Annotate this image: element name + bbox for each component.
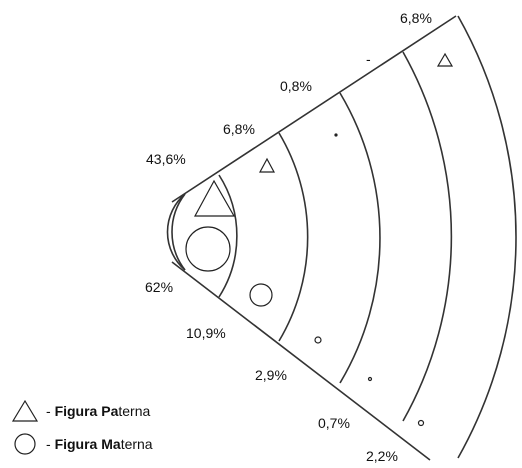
maternal-label-gen2: 10,9% [186,325,226,341]
triangle-icon [11,399,39,422]
legend-paternal: - Figura Pa terna [10,399,150,423]
paternal-label-gen1: 43,6% [146,151,186,167]
circle-icon [314,336,322,344]
triangle-icon [193,179,236,217]
lower-ray [171,261,431,461]
paternal-label-gen5: 6,8% [400,10,432,26]
arc-inner [166,193,186,271]
triangle-icon [436,52,454,67]
arc-1 [171,193,186,271]
circle-icon [185,226,231,272]
arc-6 [457,15,517,459]
circle-icon [417,419,425,427]
dot-icon [334,133,338,137]
circle-icon [249,283,273,307]
circle-icon [367,376,373,382]
maternal-label-gen4: 0,7% [318,415,350,431]
legend-paternal-rest: terna [118,403,151,419]
paternal-label-gen2: 6,8% [223,121,255,137]
arc-5 [402,51,453,422]
legend-maternal-bold: Figura Ma [54,436,121,452]
paternal-label-gen3: 0,8% [280,78,312,94]
circle-icon [14,433,36,455]
triangle-icon [258,157,276,173]
arc-4 [339,92,381,384]
legend-paternal-prefix: - [46,403,55,419]
maternal-label-gen1: 62% [145,279,174,295]
paternal-label-gen4: - [366,51,371,67]
legend-paternal-bold: Figura Pa [54,403,119,419]
legend-maternal: - Figura Ma terna [10,432,153,456]
upper-ray [171,15,457,203]
maternal-label-gen3: 2,9% [255,367,287,383]
maternal-label-gen5: 2,2% [366,448,398,464]
arc-2 [218,174,238,298]
legend-maternal-prefix: - [46,436,55,452]
arc-3 [278,132,309,342]
legend-maternal-rest: terna [120,436,153,452]
